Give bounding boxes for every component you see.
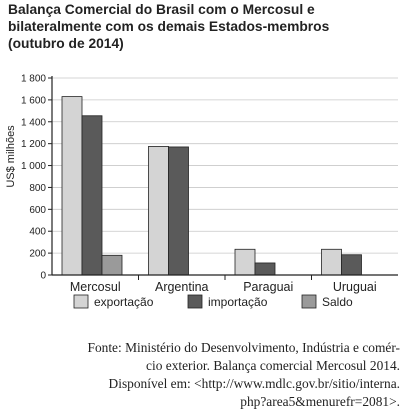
legend-label: exportação (94, 295, 154, 309)
legend-swatch (301, 294, 317, 309)
source-line: Disponível em: <http://www.mdlc.gov.br/s… (108, 376, 400, 391)
legend: exportação importação Saldo (73, 294, 353, 309)
bar-importacao (341, 254, 362, 276)
y-tick-label: 200 (29, 249, 46, 260)
source-line: cio exterior. Balança comercial Mercosul… (146, 358, 400, 373)
legend-swatch (73, 294, 89, 309)
bar-importacao (81, 115, 103, 276)
y-tick-label: 1 000 (21, 161, 46, 172)
bar-exportacao (234, 248, 256, 276)
y-tick-label: 0 (40, 271, 46, 282)
source-line: php?area5&menurefr=2081>. (240, 394, 400, 409)
y-tick-label: 1 600 (21, 95, 46, 106)
y-tick-label: 400 (29, 227, 46, 238)
bar-exportacao (61, 96, 83, 276)
axis-labels: 0 200 400 600 800 1 000 1 200 1 400 1 600 1 800 US… (5, 74, 377, 295)
x-category-label: Argentina (155, 280, 209, 294)
legend-label: Saldo (322, 295, 353, 309)
bar-exportacao (148, 146, 169, 276)
y-tick-label: 800 (29, 183, 46, 194)
bar-saldo (101, 254, 123, 276)
chart-title-line: bilateralmente com os demais Estados-mem… (8, 19, 330, 34)
source-citation: Fonte: Ministério do Desenvolvimento, In… (20, 339, 401, 411)
y-tick-label: 1 400 (21, 117, 46, 128)
bar-importacao (168, 146, 189, 276)
x-category-label: Mercosul (70, 280, 121, 294)
y-tick-label: 1 800 (21, 74, 46, 85)
source-line: Fonte: Ministério do Desenvolvimento, In… (87, 340, 401, 355)
x-category-label: Uruguai (333, 280, 377, 294)
grid-lines (52, 77, 398, 254)
chart-title-line: Balança Comercial do Brasil com o Mercos… (8, 2, 315, 17)
y-axis-label: US$ milhões (5, 125, 17, 188)
legend-label: importação (208, 295, 268, 309)
chart-title-line: (outubro de 2014) (8, 36, 124, 51)
bar-importacao (254, 262, 276, 276)
y-tick-label: 600 (29, 205, 46, 216)
bar-chart: 0 200 400 600 800 1 000 1 200 1 400 1 600 1 800 US… (5, 74, 398, 309)
legend-swatch (187, 294, 203, 309)
chart-title: Balança Comercial do Brasil com o Mercos… (8, 1, 408, 52)
axes (48, 76, 398, 280)
bar-exportacao (321, 248, 342, 276)
bars (61, 96, 362, 276)
y-tick-label: 1 200 (21, 139, 46, 150)
x-category-label: Paraguai (243, 280, 293, 294)
